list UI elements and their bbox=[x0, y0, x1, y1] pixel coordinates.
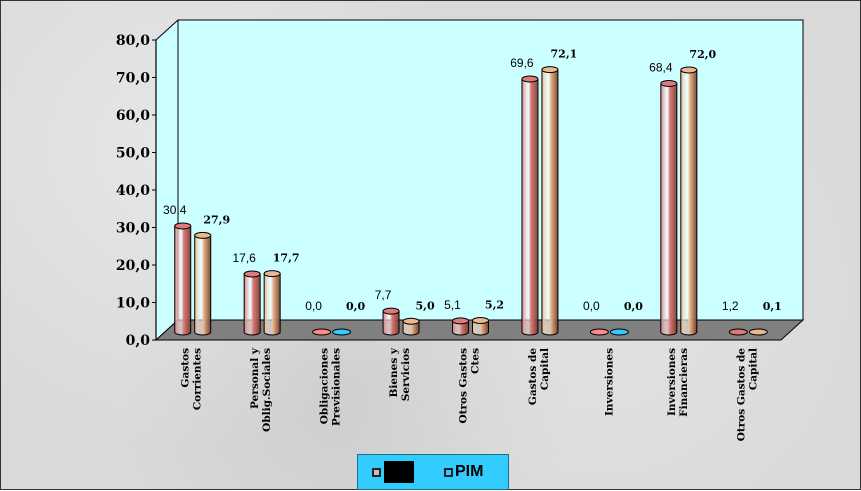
bar-s2-4 bbox=[472, 317, 489, 336]
x-tick-label-8: Otros Gastos deCapital bbox=[735, 348, 759, 442]
data-label-s1-7: 68,4 bbox=[649, 61, 673, 75]
y-tick-label: 80,0 bbox=[116, 33, 150, 49]
data-label-s1-6: 0,0 bbox=[583, 299, 600, 313]
legend-swatch-series-2 bbox=[444, 467, 453, 477]
data-label-s1-5: 69,6 bbox=[510, 56, 534, 70]
y-tick-label: 30,0 bbox=[116, 221, 150, 237]
bar-s1-8 bbox=[728, 328, 748, 336]
x-tick-label-6: Inversiones bbox=[603, 348, 615, 416]
x-tick-label-1: Personal yOblig.Sociales bbox=[249, 347, 273, 432]
y-tick-label: 60,0 bbox=[116, 108, 150, 124]
data-label-s2-1: 17,7 bbox=[273, 252, 300, 265]
data-label-s2-4: 5,2 bbox=[485, 299, 504, 312]
x-tick-label-0: GastosCorrientes bbox=[180, 348, 204, 410]
x-tick-label-4: Otros GastosCtes bbox=[458, 348, 482, 424]
x-tick-label-5: Gastos deCapital bbox=[527, 348, 551, 405]
data-label-s1-3: 7,7 bbox=[375, 288, 392, 302]
y-tick-label: 10,0 bbox=[116, 296, 150, 312]
data-label-s2-7: 72,0 bbox=[689, 48, 716, 61]
legend-swatch-series-1 bbox=[372, 467, 381, 477]
data-label-s2-6: 0,0 bbox=[624, 300, 643, 313]
bar-s1-4 bbox=[452, 317, 469, 336]
legend-series-1-label bbox=[384, 461, 414, 483]
y-tick-label: 0,0 bbox=[126, 333, 151, 349]
y-tick-label: 20,0 bbox=[116, 258, 150, 274]
data-label-s2-5: 72,1 bbox=[551, 48, 578, 61]
y-tick-label: 40,0 bbox=[116, 183, 150, 199]
bar-s2-1 bbox=[263, 270, 281, 336]
bar-s2-0 bbox=[194, 231, 212, 336]
y-tick-label: 50,0 bbox=[116, 146, 150, 162]
data-label-s1-4: 5,1 bbox=[444, 298, 461, 312]
bar-s1-3 bbox=[382, 307, 400, 336]
data-label-s2-3: 5,0 bbox=[415, 299, 434, 312]
data-label-s2-0: 27,9 bbox=[203, 213, 230, 226]
bar-s2-2 bbox=[332, 328, 352, 336]
bar-s1-0 bbox=[174, 222, 192, 336]
bar-s1-1 bbox=[243, 270, 261, 336]
data-label-s1-2: 0,0 bbox=[305, 299, 322, 313]
x-tick-label-2: ObligacionesPrevisionales bbox=[319, 348, 343, 426]
data-label-s1-1: 17,6 bbox=[232, 251, 256, 265]
bar-s1-2 bbox=[312, 328, 332, 336]
bar-s2-5 bbox=[541, 66, 559, 336]
data-label-s2-8: 0,1 bbox=[763, 300, 782, 313]
bar-s1-6 bbox=[589, 328, 609, 336]
x-tick-label-3: Bienes yServicios bbox=[388, 347, 412, 401]
data-label-s2-2: 0,0 bbox=[346, 300, 365, 313]
data-label-s1-0: 30,4 bbox=[163, 203, 187, 217]
bar-s2-3 bbox=[402, 317, 420, 336]
bar-s1-7 bbox=[660, 80, 678, 336]
legend: PIM bbox=[357, 454, 509, 490]
bar-s2-7 bbox=[680, 66, 698, 336]
bar-s2-8 bbox=[748, 328, 768, 336]
data-label-s1-8: 1,2 bbox=[722, 299, 739, 313]
legend-series-2-label: PIM bbox=[455, 463, 484, 480]
x-tick-label-7: InversionesFinancieras bbox=[666, 348, 690, 417]
y-tick-label: 70,0 bbox=[116, 71, 150, 87]
bar-s1-5 bbox=[521, 75, 539, 336]
bar-s2-6 bbox=[609, 328, 629, 336]
